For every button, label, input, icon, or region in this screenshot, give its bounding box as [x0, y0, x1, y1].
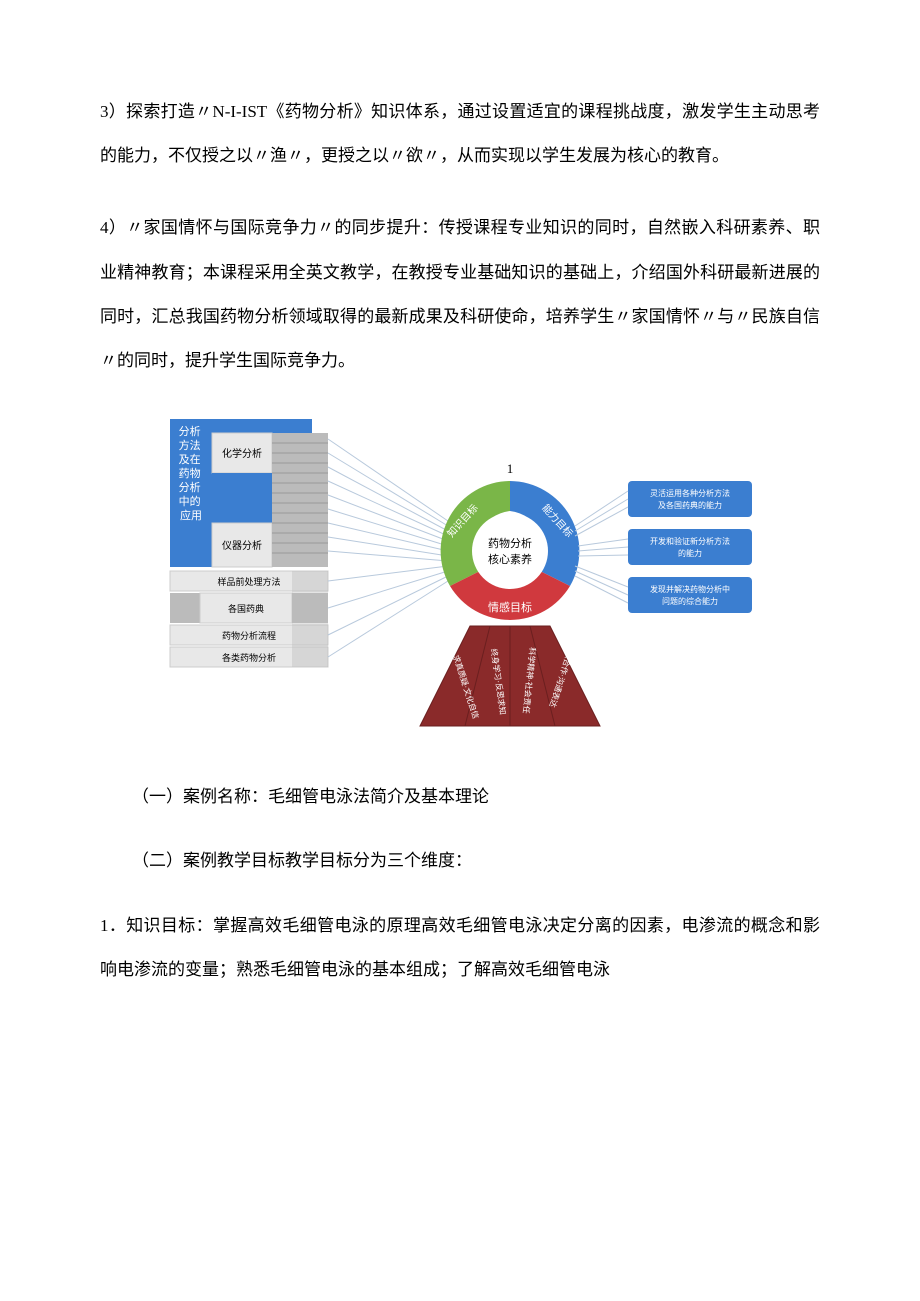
- ring-center-l1: 药物分析: [488, 536, 532, 550]
- ring-top-num: 1: [507, 461, 514, 476]
- center-ring: 1 药物分析 核心素养 能力目标 知识目标 情感目标: [441, 461, 580, 620]
- paragraph-4: 4）〃家国情怀与国际竞争力〃的同步提升：传授课程专业知识的同时，自然嵌入科研素养…: [100, 206, 820, 383]
- instr-label: 仪器分析: [222, 539, 262, 552]
- diagram-svg: 分析 方法 及在 药物 分析 中的 应用 化学分析 仪器分析: [160, 411, 760, 751]
- svg-text:问题的综合能力: 问题的综合能力: [662, 596, 718, 606]
- row3-label: 药物分析流程: [222, 630, 276, 641]
- svg-text:情感目标: 情感目标: [488, 600, 532, 614]
- svg-text:的能力: 的能力: [678, 548, 702, 558]
- bottom-fan: 求真质疑·文化自信 终身学习·反思求知 科学精神·社会责任 团队合作·沟通表达: [420, 626, 600, 726]
- ring-center-l2: 核心素养: [488, 552, 532, 566]
- row2-label: 各国药典: [228, 603, 264, 614]
- knowledge-goal: 1．知识目标：掌握高效毛细管电泳的原理高效毛细管电泳决定分离的因素，电渗流的概念…: [100, 904, 820, 992]
- left-connectors: [328, 439, 448, 657]
- svg-text:开发和验证新分析方法: 开发和验证新分析方法: [650, 536, 730, 546]
- right-connectors: [575, 491, 628, 603]
- paragraph-3: 3）探索打造〃N-I-IST《药物分析》知识体系，通过设置适宜的课程挑战度，激发…: [100, 90, 820, 178]
- row1-label: 样品前处理方法: [217, 576, 280, 587]
- case-name: （一）案例名称：毛细管电泳法简介及基本理论: [100, 775, 820, 819]
- svg-text:灵活运用各种分析方法: 灵活运用各种分析方法: [650, 488, 730, 498]
- chem-label: 化学分析: [222, 447, 262, 460]
- svg-text:发现并解决药物分析中: 发现并解决药物分析中: [650, 584, 730, 594]
- case-goals-intro: （二）案例教学目标教学目标分为三个维度：: [100, 839, 820, 883]
- right-boxes: 灵活运用各种分析方法 及各国药典的能力 开发和验证新分析方法 的能力 发现并解决…: [628, 481, 752, 613]
- svg-text:及各国药典的能力: 及各国药典的能力: [658, 500, 722, 510]
- mini-rows: [272, 433, 328, 567]
- row4-label: 各类药物分析: [222, 652, 276, 663]
- core-literacy-diagram: 分析 方法 及在 药物 分析 中的 应用 化学分析 仪器分析: [160, 411, 760, 751]
